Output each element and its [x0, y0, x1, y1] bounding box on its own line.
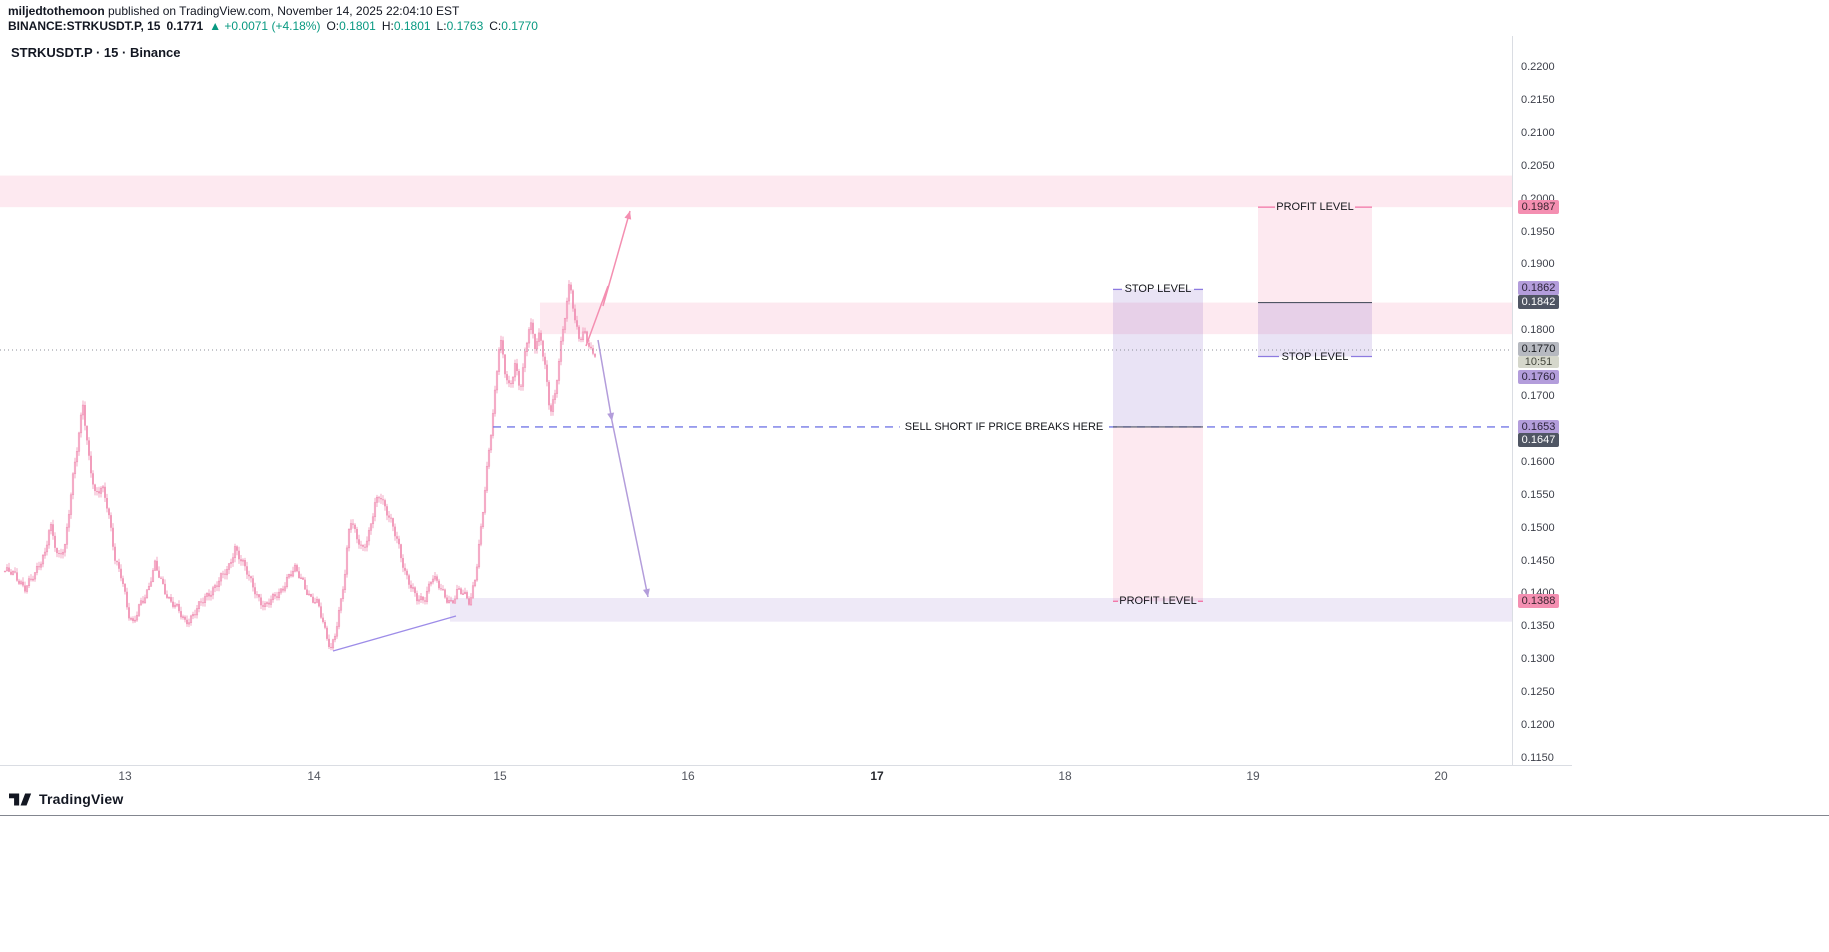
ohlc-H: H:0.1801 [381, 19, 431, 33]
projection-down-arrow [597, 339, 649, 598]
trendline [332, 615, 457, 652]
symbol-name: BINANCE:STRKUSDT.P, 15 [8, 19, 161, 33]
resistance-zone-top [0, 175, 1512, 208]
ohlc-C: C:0.1770 [489, 19, 538, 33]
resistance-zone-mid [540, 302, 1512, 335]
byline: miljedtothemoon published on TradingView… [8, 4, 459, 18]
arrow-head [642, 588, 650, 597]
short-position-tool-zone [1113, 426, 1203, 602]
last-price-value: 0.1771 [166, 19, 204, 33]
tradingview-logo-text: TradingView [39, 791, 124, 807]
ohlc-O: O:0.1801 [326, 19, 376, 33]
byline-text: published on TradingView.com, November 1… [104, 4, 460, 18]
support-zone-bottom [450, 598, 1512, 622]
arrow-head [607, 412, 615, 421]
tradingview-logo-icon [9, 793, 32, 806]
long-position-tool-zone [1258, 207, 1372, 303]
candles-up [3, 284, 587, 649]
price-change: ▲ +0.0071 (+4.18%) [209, 19, 321, 33]
candle-wicks [6, 280, 596, 651]
tradingview-logo[interactable]: TradingView [9, 790, 123, 808]
arrow-head [624, 211, 632, 220]
long-position-tool-zone [1258, 302, 1372, 357]
chart-legend: STRKUSDT.P · 15 · Binance [11, 45, 181, 60]
projection-up-arrow [585, 210, 631, 347]
author-name: miljedtothemoon [8, 4, 105, 18]
candles-down [8, 284, 596, 648]
ohlc-L: L:0.1763 [436, 19, 484, 33]
symbol-info-bar: BINANCE:STRKUSDT.P, 15 0.1771 ▲ +0.0071 (+… [8, 19, 538, 33]
short-position-tool-zone [1113, 289, 1203, 427]
